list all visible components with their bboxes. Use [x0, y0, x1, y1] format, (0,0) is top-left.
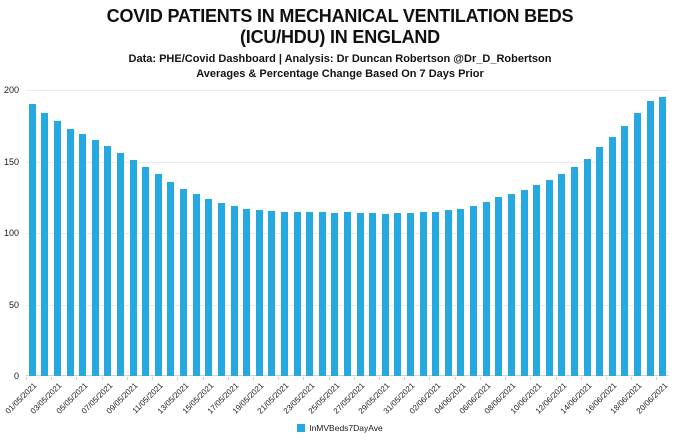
chart-title-line2: (ICU/HDU) IN ENGLAND	[240, 27, 440, 47]
bar-02/06/2021	[432, 211, 440, 376]
x-axis-tick	[252, 377, 254, 380]
y-axis: 0 50 100 150 200	[0, 85, 21, 381]
y-tick-label-150: 150	[3, 156, 19, 167]
bar-28/05/2021	[369, 212, 377, 376]
bar-27/05/2021	[356, 212, 364, 376]
bar-26/05/2021	[344, 212, 351, 376]
x-axis-tick	[631, 377, 633, 380]
x-axis-tick	[605, 377, 607, 380]
bar-16/05/2021	[217, 202, 225, 376]
x-axis-tick	[555, 377, 557, 380]
y-tick-label-100: 100	[3, 228, 19, 238]
bar-13/06/2021	[570, 167, 578, 376]
x-axis-tick	[379, 377, 381, 380]
chart-subtitle-note: Averages & Percentage Change Based On 7 …	[196, 68, 484, 80]
bar-17/06/2021	[621, 125, 629, 376]
bar-04/06/2021	[457, 208, 465, 376]
bar-24/05/2021	[318, 212, 326, 376]
bar-15/05/2021	[205, 198, 213, 376]
x-axis-tick	[227, 377, 229, 380]
bar-09/06/2021	[520, 190, 528, 376]
bar-07/05/2021	[104, 145, 112, 376]
x-axis-tick	[278, 377, 280, 380]
bar-14/05/2021	[192, 194, 200, 376]
legend: InMVBeds7DayAve	[0, 423, 680, 433]
bar-09/05/2021	[129, 160, 137, 376]
chart-title-line1: COVID PATIENTS IN MECHANICAL VENTILATION…	[106, 6, 574, 26]
bar-17/05/2021	[230, 205, 238, 376]
bar-20/05/2021	[268, 210, 276, 376]
bar-30/05/2021	[394, 212, 402, 376]
x-axis-tick	[353, 377, 355, 380]
y-tick-label-50: 50	[8, 299, 19, 310]
bar-12/06/2021	[558, 173, 566, 376]
bar-18/06/2021	[633, 112, 641, 376]
bar-08/06/2021	[507, 193, 515, 376]
bar-11/06/2021	[545, 180, 553, 376]
bar-10/06/2021	[533, 185, 541, 376]
y-tick-label-0: 0	[13, 371, 19, 381]
bar-03/05/2021	[54, 121, 62, 376]
bar-31/05/2021	[407, 212, 415, 376]
bar-10/05/2021	[142, 167, 150, 376]
x-axis-tick	[328, 377, 330, 380]
legend-swatch	[297, 424, 306, 432]
gridline-200	[26, 90, 669, 91]
bar-12/05/2021	[167, 181, 175, 376]
bar-04/05/2021	[66, 128, 74, 376]
x-axis-tick	[429, 377, 431, 380]
bar-21/05/2021	[280, 211, 288, 376]
bar-19/06/2021	[646, 101, 654, 376]
bar-06/06/2021	[482, 201, 490, 376]
bar-13/05/2021	[180, 188, 188, 376]
x-axis-tick	[479, 377, 481, 380]
bar-01/06/2021	[419, 212, 427, 376]
x-axis-tick	[656, 377, 658, 380]
bar-22/05/2021	[293, 211, 301, 376]
gridline-150	[26, 161, 669, 163]
x-axis-tick	[26, 377, 27, 380]
x-axis: 01/05/2021 03/05/2021 05/05/2021 07/05/2021…	[4, 377, 669, 429]
plot-area	[26, 90, 669, 376]
chart-header: COVID PATIENTS IN MECHANICAL VENTILATION…	[0, 6, 680, 82]
bar-06/05/2021	[91, 140, 99, 376]
chart-subtitle-source: Data: PHE/Covid Dashboard | Analysis: Dr…	[128, 53, 552, 65]
x-axis-tick	[580, 377, 582, 380]
x-axis-tick	[404, 377, 406, 380]
x-axis-tick	[76, 377, 78, 380]
bar-20/06/2021	[659, 97, 667, 376]
bar-08/05/2021	[117, 152, 125, 376]
bar-25/05/2021	[331, 212, 339, 376]
x-axis-tick	[454, 377, 456, 380]
bar-29/05/2021	[381, 213, 389, 376]
x-axis-tick	[51, 377, 53, 380]
bar-23/05/2021	[306, 212, 314, 376]
x-axis-tick	[152, 377, 154, 380]
x-axis-tick	[530, 377, 532, 380]
bar-03/06/2021	[444, 210, 452, 376]
x-axis-tick	[303, 377, 305, 380]
bar-05/05/2021	[79, 134, 87, 376]
bar-05/06/2021	[470, 205, 478, 376]
x-axis-tick	[177, 377, 179, 380]
bar-18/05/2021	[243, 208, 251, 376]
x-axis-tick	[505, 377, 507, 380]
bar-07/06/2021	[495, 197, 503, 376]
bar-14/06/2021	[583, 158, 591, 376]
y-tick-label-200: 200	[3, 85, 19, 95]
x-axis-tick	[101, 377, 103, 380]
x-axis-tick	[126, 377, 128, 380]
bar-15/06/2021	[596, 147, 604, 376]
bar-02/05/2021	[41, 112, 49, 376]
bar-19/05/2021	[255, 210, 263, 376]
legend-series-label: InMVBeds7DayAve	[309, 423, 383, 433]
bar-16/06/2021	[608, 137, 616, 376]
bar-11/05/2021	[154, 174, 162, 376]
bar-01/05/2021	[28, 104, 36, 376]
x-axis-tick	[202, 377, 204, 380]
